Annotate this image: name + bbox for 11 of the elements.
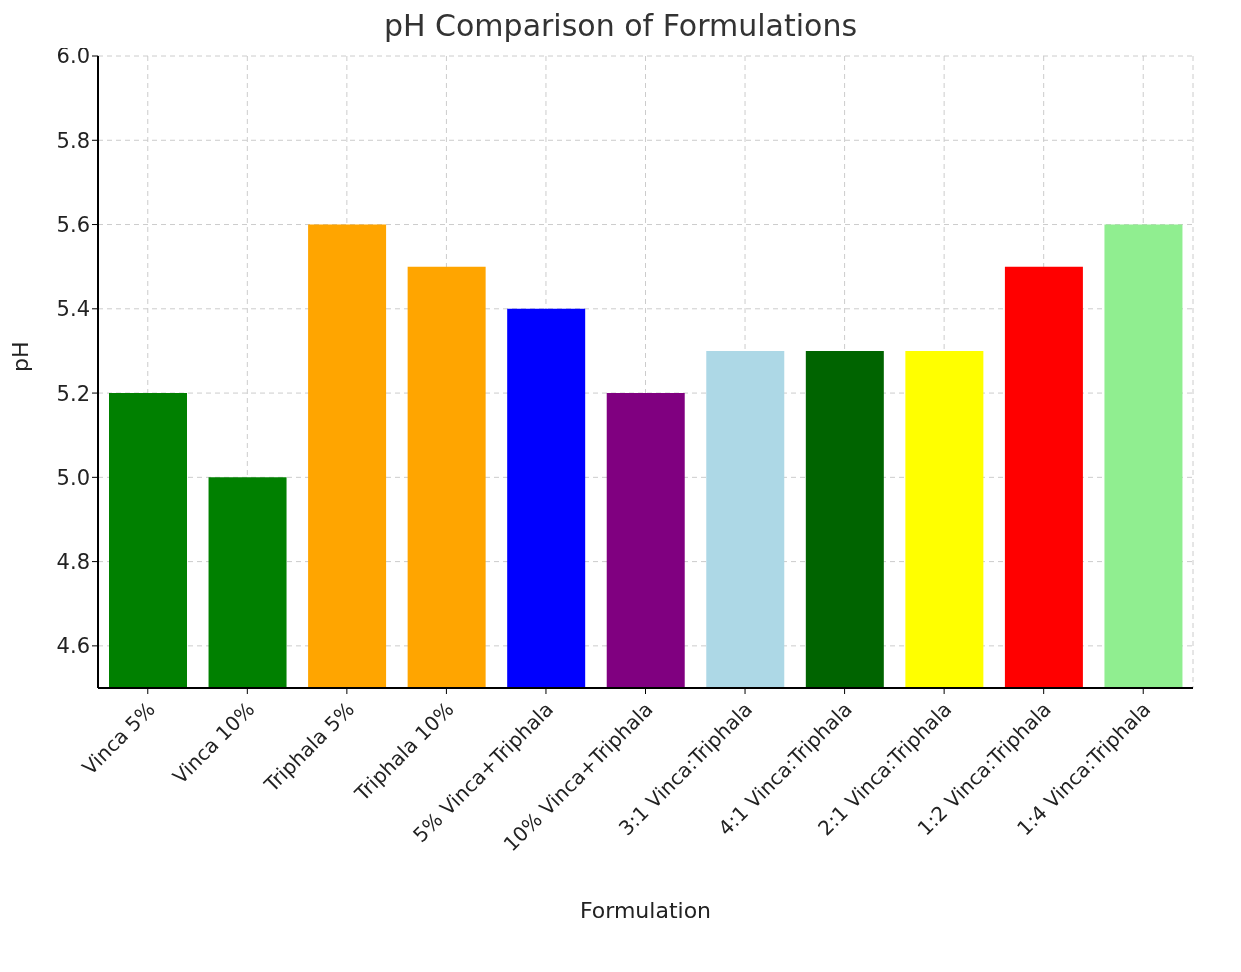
y-tick-label: 6.0 (56, 44, 90, 69)
y-tick-label: 5.4 (56, 297, 90, 322)
y-tick-label: 4.6 (56, 634, 90, 659)
y-axis-title: pH (7, 341, 33, 372)
x-axis-title: Formulation (579, 898, 712, 923)
y-tick-label: 5.0 (56, 465, 90, 490)
chart-title: pH Comparison of Formulations (383, 8, 858, 43)
y-tick-label: 4.8 (56, 550, 90, 575)
y-tick-label: 5.8 (56, 128, 90, 153)
y-tick-label: 5.2 (56, 381, 90, 406)
y-tick-label: 5.6 (56, 212, 90, 237)
